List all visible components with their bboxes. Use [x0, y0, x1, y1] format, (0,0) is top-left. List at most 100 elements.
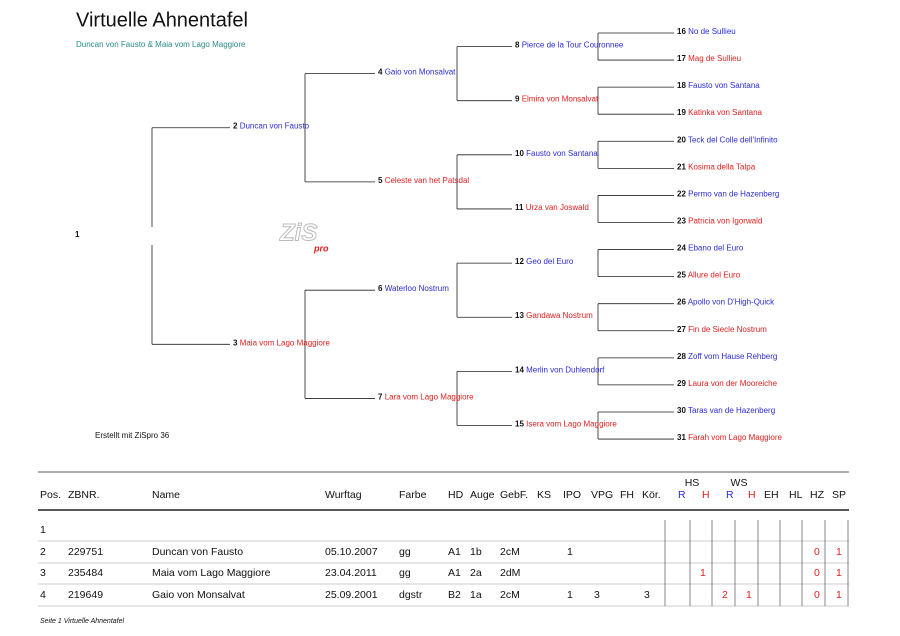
entry-name: Fausto von Santana [688, 81, 760, 90]
pedigree-entry: 5 Celeste van het Patsdal [378, 176, 469, 185]
pedigree-entry: 19 Katinka von Santana [677, 108, 763, 117]
entry-number: 10 [515, 149, 524, 158]
pedigree-entry: 13 Gandawa Nostrum [515, 311, 593, 320]
pedigree-entry: 27 Fin de Siecle Nostrum [677, 325, 767, 334]
logo: ZiS pro [279, 219, 330, 254]
entry-number: 5 [378, 176, 383, 185]
entry-number: 9 [515, 95, 520, 104]
pedigree-entry: 11 Urza van Joswald [515, 203, 589, 212]
pedigree-entry: 2 Duncan von Fausto [233, 122, 310, 131]
entry-name: Allure del Euro [688, 271, 741, 280]
table-cell: 3 [594, 589, 600, 601]
entry-name: Taras van de Hazenberg [688, 406, 775, 415]
entry-name: Teck del Colle dell'Infinito [688, 135, 778, 144]
entry-name: Zoff vom Hause Rehberg [688, 352, 777, 361]
pedigree-entry: 16 No de Sullieu [677, 27, 736, 36]
entry-name: Fin de Siecle Nostrum [688, 325, 767, 334]
table-cell: 1 [700, 567, 706, 579]
table-cell: B2 [448, 589, 461, 601]
entry-name: Fausto von Santana [526, 149, 598, 158]
pedigree-entry: 18 Fausto von Santana [677, 81, 760, 90]
pedigree-entry: 20 Teck del Colle dell'Infinito [677, 135, 778, 144]
entry-name: Geo del Euro [526, 257, 574, 266]
table-cell: 25.09.2001 [325, 589, 378, 601]
pedigree-entry: 8 Pierce de la Tour Couronnee [515, 41, 624, 50]
pedigree-entry: 23 Patricia von Igorwald [677, 217, 762, 226]
table-cell: 2cM [500, 589, 520, 601]
pedigree-entry: 9 Elmira von Monsalvat [515, 95, 599, 104]
table-cell: 1 [567, 589, 573, 601]
entry-number: 20 [677, 135, 686, 144]
pedigree-entry: 25 Allure del Euro [677, 271, 741, 280]
pedigree-entry: 21 Kosima della Talpa [677, 162, 756, 171]
pedigree-entry: 4 Gaio von Monsalvat [378, 68, 456, 77]
logo-main: ZiS [279, 219, 317, 246]
entry-number: 26 [677, 298, 686, 307]
column-header: Pos. [40, 489, 61, 501]
column-header: SP [832, 489, 846, 501]
group-header: HS [685, 477, 700, 489]
table-cell: gg [399, 567, 411, 579]
column-header: Auge [470, 489, 495, 501]
entry-name: Pierce de la Tour Couronnee [522, 41, 624, 50]
table-cell: 2dM [500, 567, 520, 579]
pedigree-entry: 17 Mag de Sullieu [677, 54, 741, 63]
column-header: Kör. [642, 489, 661, 501]
entry-name: Patricia von Igorwald [688, 217, 762, 226]
entry-name: Farah vom Lago Maggiore [688, 433, 782, 442]
entry-number: 31 [677, 433, 686, 442]
pedigree-entry: 7 Lara vom Lago Maggiore [378, 393, 474, 402]
column-header: KS [537, 489, 551, 501]
entry-name: Celeste van het Patsdal [385, 176, 470, 185]
column-header: H [748, 489, 756, 501]
column-header: Wurftag [325, 489, 362, 501]
table-cell: 3 [40, 567, 46, 579]
entry-number: 14 [515, 365, 524, 374]
table-cell: 2 [722, 589, 728, 601]
entry-number: 25 [677, 271, 686, 280]
table-cell: 2 [40, 546, 46, 558]
entry-number: 27 [677, 325, 686, 334]
table-cell: 1 [40, 524, 46, 536]
footer: Seite 1 Virtuelle Ahnentafel [40, 618, 125, 625]
entry-name: Gandawa Nostrum [526, 311, 593, 320]
entry-number: 21 [677, 162, 686, 171]
entry-number: 2 [233, 122, 238, 131]
entry-number: 28 [677, 352, 686, 361]
table-cell: 3 [644, 589, 650, 601]
entry-name: Duncan von Fausto [240, 122, 310, 131]
pedigree-entry: 15 Isera vom Lago Maggiore [515, 420, 617, 429]
entry-number: 29 [677, 379, 686, 388]
table-cell: 2a [470, 567, 482, 579]
entry-name: Elmira von Monsalvat [522, 95, 599, 104]
entry-name: No de Sullieu [688, 27, 736, 36]
column-header: ZBNR. [68, 489, 100, 501]
table-cell: 23.04.2011 [325, 567, 377, 579]
column-header: H [702, 489, 710, 501]
table-cell: A1 [448, 546, 461, 558]
column-header: FH [620, 489, 634, 501]
entry-number: 17 [677, 54, 686, 63]
entry-name: Mag de Sullieu [688, 54, 741, 63]
table-cell: 1b [470, 546, 482, 558]
table-cell: Duncan von Fausto [152, 546, 243, 558]
entry-name: Merlin von Duhlendorf [526, 365, 605, 374]
entry-name: Kosima della Talpa [688, 162, 756, 171]
table-cell: 0 [814, 567, 820, 579]
entry-number: 30 [677, 406, 686, 415]
entry-name: Permo van de Hazenberg [688, 190, 779, 199]
group-header: WS [731, 477, 748, 489]
table-cell: 05.10.2007 [325, 546, 378, 558]
table-cell: 1 [836, 589, 842, 601]
entry-number: 11 [515, 203, 524, 212]
title: Virtuelle Ahnentafel [76, 9, 248, 31]
column-header: Name [152, 489, 180, 501]
pedigree-entry: 22 Permo van de Hazenberg [677, 190, 779, 199]
entry-name: Laura von der Mooreiche [688, 379, 777, 388]
subtitle: Duncan von Fausto & Maia vom Lago Maggio… [76, 40, 246, 49]
column-header: HL [789, 489, 803, 501]
entry-name: Maia vom Lago Maggiore [240, 338, 331, 347]
entry-name: Isera vom Lago Maggiore [526, 420, 617, 429]
entry-number: 12 [515, 257, 524, 266]
pedigree-entry: 29 Laura von der Mooreiche [677, 379, 778, 388]
